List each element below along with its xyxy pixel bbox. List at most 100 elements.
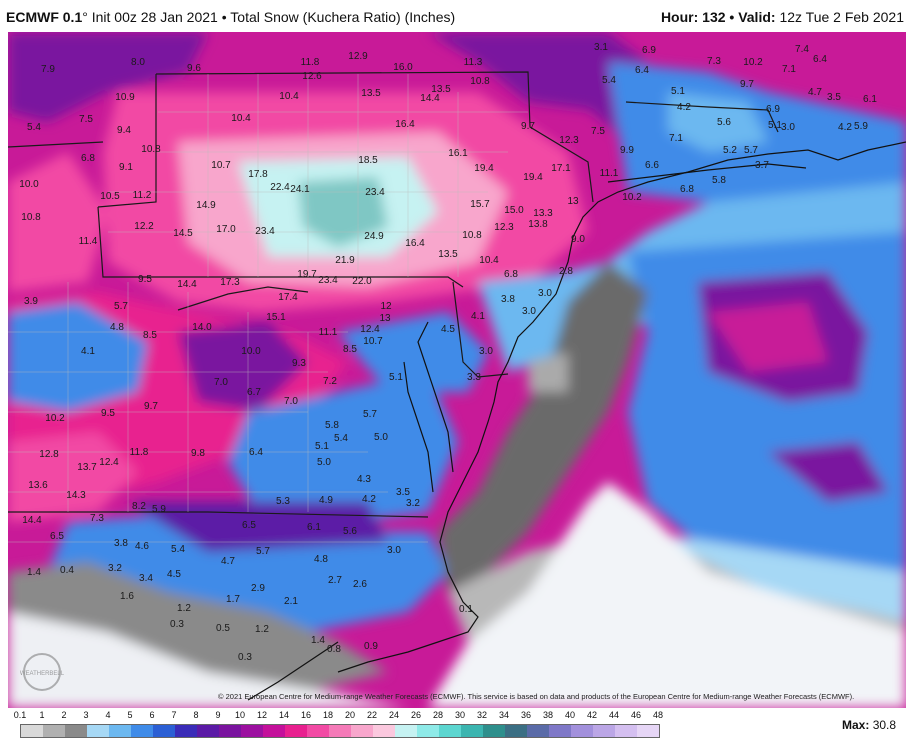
snowfall-value-label: 8.2 [132,501,146,512]
legend-tick: 24 [388,710,400,720]
snowfall-value-label: 7.0 [284,396,298,407]
snow-shading [8,32,906,708]
snowfall-value-label: 5.1 [768,120,782,131]
snowfall-value-label: 3.2 [406,498,420,509]
legend-tick: 44 [608,710,620,720]
snowfall-value-label: 6.7 [247,387,261,398]
snowfall-value-label: 17.4 [278,292,298,303]
legend-tick: 42 [586,710,598,720]
legend-swatch [219,725,241,737]
title-separator: • [221,9,227,25]
snowfall-value-label: 21.9 [335,255,355,266]
snowfall-value-label: 17.8 [248,169,268,180]
snowfall-value-label: 5.7 [256,546,270,557]
snowfall-value-label: 4.1 [81,346,95,357]
snowfall-value-label: 12.4 [99,457,119,468]
snowfall-value-label: 0.9 [364,641,378,652]
snowfall-value-label: 14.4 [420,93,440,104]
snowfall-value-label: 14.0 [192,322,212,333]
snowfall-value-label: 24.1 [290,184,310,195]
snowfall-value-label: 5.4 [171,544,185,555]
legend-swatch [197,725,219,737]
snowfall-value-label: 12.9 [348,51,368,62]
legend-tick: 10 [234,710,246,720]
snowfall-map: 7.9 8.0 9.6 11.8 12.6 12.9 16.0 11.3 10.8 13.5 13.… [8,32,906,708]
snowfall-value-label: 5.3 [276,496,290,507]
snowfall-value-label: 3.0 [387,545,401,556]
snowfall-value-label: 6.8 [81,153,95,164]
snowfall-value-label: 13.3 [533,208,553,219]
legend-tick: 0.1 [13,710,27,720]
legend-tick: 7 [171,710,177,720]
snowfall-value-label: 10.9 [115,92,135,103]
snowfall-value-label: 12 [380,301,392,312]
snowfall-value-label: 5.1 [389,372,403,383]
snowfall-value-label: 2.8 [559,266,573,277]
legend-swatch [43,725,65,737]
snowfall-value-label: 0.3 [170,619,184,630]
legend-swatch [131,725,153,737]
snowfall-value-label: 16.1 [448,148,468,159]
snowfall-value-label: 7.0 [214,377,228,388]
snowfall-value-label: 5.1 [671,86,685,97]
snowfall-value-label: 0.5 [216,623,230,634]
snowfall-value-label: 19.7 [297,269,317,280]
legend-swatch [109,725,131,737]
snowfall-value-label: 10.7 [363,336,383,347]
snowfall-value-label: 5.1 [315,441,329,452]
snowfall-value-label: 17.3 [220,277,240,288]
snowfall-value-label: 4.1 [471,311,485,322]
snowfall-value-label: 23.4 [365,187,385,198]
snowfall-value-label: 4.9 [319,495,333,506]
snowfall-value-label: 22.0 [352,276,372,287]
legend-tick: 22 [366,710,378,720]
legend-tick: 16 [300,710,312,720]
legend-swatch [637,725,659,737]
snowfall-value-label: 6.5 [242,520,256,531]
snowfall-value-label: 3.5 [396,487,410,498]
snowfall-value-label: 8.5 [143,330,157,341]
snowfall-value-label: 6.4 [249,447,263,458]
init-time: Init 00z 28 Jan 2021 [91,9,218,25]
snowfall-value-label: 9.8 [191,448,205,459]
valid-value: 12z Tue 2 Feb 2021 [779,9,904,25]
legend-swatch [483,725,505,737]
snowfall-value-label: 12.2 [134,221,154,232]
snowfall-value-label: 3.8 [114,538,128,549]
snowfall-value-label: 4.2 [362,494,376,505]
snowfall-value-label: 5.9 [152,504,166,515]
legend-tick: 32 [476,710,488,720]
snowfall-value-label: 4.8 [110,322,124,333]
snowfall-value-label: 4.5 [441,324,455,335]
snowfall-value-label: 7.5 [591,126,605,137]
snowfall-value-labels: 7.9 8.0 9.6 11.8 12.6 12.9 16.0 11.3 10.8 13.5 13.… [19,42,877,663]
legend-tick: 18 [322,710,334,720]
legend-swatch [395,725,417,737]
snowfall-value-label: 3.0 [479,346,493,357]
snowfall-value-label: 5.4 [334,433,348,444]
snowfall-value-label: 18.5 [358,155,378,166]
legend-swatch [505,725,527,737]
snowfall-value-label: 5.8 [325,420,339,431]
snowfall-value-label: 14.5 [173,228,193,239]
snowfall-value-label: 13 [379,313,391,324]
header-bar: ECMWF 0.1° Init 00z 28 Jan 2021 • Total … [0,0,914,32]
legend-swatch [461,725,483,737]
degree-symbol: ° [82,9,88,25]
snowfall-value-label: 10.2 [743,57,763,68]
weatherbell-logo: WEATHERBELL [14,652,70,692]
snowfall-value-label: 12.6 [302,71,322,82]
snowfall-value-label: 4.3 [357,474,371,485]
snowfall-value-label: 7.2 [323,376,337,387]
snowfall-value-label: 1.7 [226,594,240,605]
snowfall-value-label: 12.3 [494,222,514,233]
snowfall-value-label: 10.4 [279,91,299,102]
snowfall-value-label: 6.4 [635,65,649,76]
snowfall-value-label: 0.1 [459,604,473,615]
snowfall-value-label: 6.1 [863,94,877,105]
snowfall-value-label: 3.0 [538,288,552,299]
legend-tick: 30 [454,710,466,720]
snowfall-value-label: 7.3 [707,56,721,67]
snowfall-value-label: 7.1 [669,133,683,144]
valid-label: Valid: [738,9,776,25]
